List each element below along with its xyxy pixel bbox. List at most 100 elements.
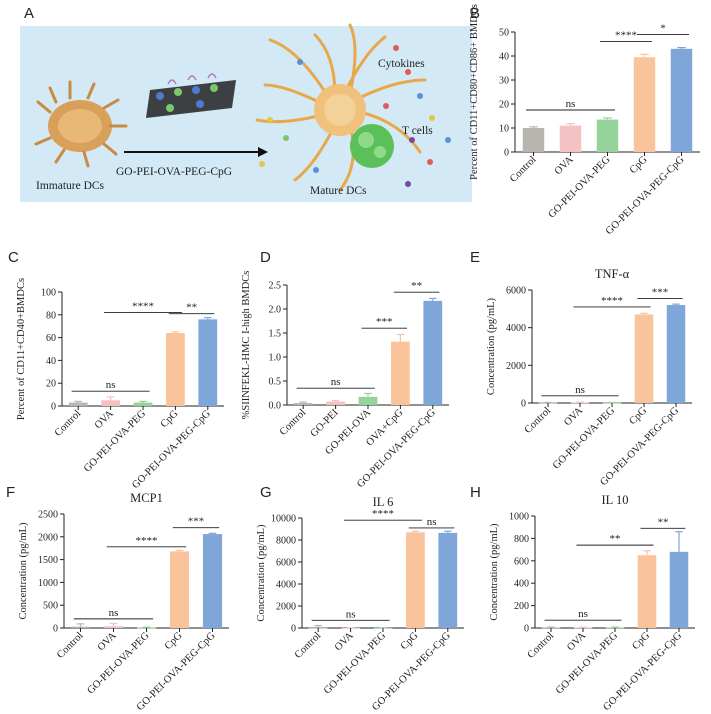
y-tick-label: 2.5 [269,281,282,292]
chart-title: TNF-α [595,267,630,281]
y-tick-label: 8000 [276,536,296,547]
chart-title: IL 6 [373,495,394,509]
x-tick-label: GO-PEI-OVA-PEG [554,630,621,697]
significance-label: ** [186,302,197,314]
bar [522,128,545,152]
x-tick-label: GO-PEI-OVA-PEG [551,405,618,472]
y-tick-label: 0 [504,148,509,159]
panel-letter-a: A [24,5,34,22]
y-tick-label: 10000 [271,514,296,525]
significance-label: **** [601,295,623,307]
y-tick-label: 800 [514,534,529,545]
significance-label: * [660,22,666,34]
y-tick-label: 6000 [276,558,296,569]
x-tick-label: Control [526,630,557,661]
bar [669,551,689,628]
cytokine-dots [259,45,451,187]
x-tick-label: GO-PEI-OVA-PEG [82,408,149,475]
significance-label: **** [372,508,394,520]
x-tick-label: CpG [630,630,652,652]
chart-b: B 0 10 20 30 40 50 Percent of CD11+CD80+CD86+ B… [469,4,700,237]
significance-label: ns [566,98,576,110]
y-tick-label: 4000 [506,323,526,334]
bar [169,551,190,628]
x-tick-label: Control [293,630,324,661]
x-tick-label: CpG [628,154,650,176]
arrow-label: GO-PEI-OVA-PEG-CpG [116,166,232,178]
y-tick-label: 30 [499,76,509,87]
x-tick-label: Control [523,405,554,436]
bar [438,532,458,628]
panel-letter-e: E [470,249,480,266]
x-tick-label: OVA [333,630,356,653]
y-tick-label: 0.5 [269,377,282,388]
bar [637,555,657,628]
chart-d: D 0.0 0.5 1.0 1.5 2.0 2.5 %SIINFEKL-HMC I-high … [241,249,449,490]
significance-label: ** [411,280,422,292]
y-tick-label: 200 [514,601,529,612]
significance-label: ns [427,516,437,528]
bar [358,396,378,405]
x-tick-label: GO-PEI-OVA-PEG [546,154,613,221]
significance-label: **** [615,30,637,42]
x-tick-label: GO-PEI-OVA-PEG [85,630,152,697]
bar [133,402,153,406]
bar [559,125,582,152]
chart-f: F MCP1 0 500 1000 1500 2000 2500 Concentration (… [6,484,229,713]
y-tick-label: 1000 [38,578,58,589]
bar [103,626,124,628]
bar [391,341,410,405]
y-tick-label: 1000 [509,512,529,523]
y-tick-label: 0.0 [269,401,282,412]
y-tick-label: 0 [51,402,56,413]
bar [406,532,425,628]
y-axis-label: Percent of CD11+CD40+BMDCs [16,278,27,420]
bar [68,402,88,406]
y-axis-label: %SIINFEKL-HMC I-high BMDCs [241,271,252,420]
mature-dc-label: Mature DCs [310,185,367,197]
bar [136,627,157,629]
y-tick-label: 0 [53,624,58,635]
x-tick-label: OVA [562,405,585,428]
x-tick-label: GO-PEI-OVA-PEG-CpG [604,154,687,237]
y-tick-label: 80 [46,310,56,321]
x-tick-label: GO-PEI-OVA-PEG [322,630,389,697]
bar [634,314,654,403]
y-tick-label: 2000 [276,602,296,613]
t-cells-label: T cells [402,125,433,137]
y-tick-label: 0 [524,624,529,635]
y-tick-label: 2500 [38,510,58,521]
bar [570,402,590,404]
panel-letter-d: D [260,249,271,266]
x-tick-label: OVA [565,630,588,653]
x-tick-label: Control [53,408,84,439]
panel-letter-b: B [470,5,480,22]
x-tick-label: CpG [163,630,185,652]
y-axis-label: Concentration (pg/mL) [489,523,500,621]
y-tick-label: 0 [291,624,296,635]
chart-e: E TNF-α 0 2000 4000 6000 Concentration (pg/mL)… [470,249,692,488]
x-tick-label: CpG [627,405,649,427]
x-tick-label: GO-PEI [309,407,341,439]
bar [596,119,619,152]
chart-title: IL 10 [602,493,629,507]
bar [573,627,593,629]
significance-label: ns [346,608,356,620]
y-axis-label: Percent of CD11+CD80+CD86+ BMDCs [469,4,480,180]
immature-dc-icon [34,80,128,168]
significance-label: **** [132,301,154,313]
y-tick-label: 40 [499,52,509,63]
x-tick-label: Control [55,630,86,661]
chart-h: H IL 10 0 200 400 600 800 1000 Concentration (pg… [470,484,695,713]
immature-dc-label: Immature DCs [36,180,105,192]
x-tick-label: OVA [553,154,576,177]
bar [293,403,313,405]
y-tick-label: 20 [499,100,509,111]
bar [633,57,656,153]
significance-label: ns [578,608,588,620]
y-tick-label: 1500 [38,555,58,566]
y-axis-label: Concentration (pg/mL) [18,522,29,620]
y-tick-label: 2000 [506,361,526,372]
chart-g: G IL 6 0 2000 4000 6000 8000 10000 Concentration… [256,484,464,713]
y-tick-label: 4000 [276,580,296,591]
